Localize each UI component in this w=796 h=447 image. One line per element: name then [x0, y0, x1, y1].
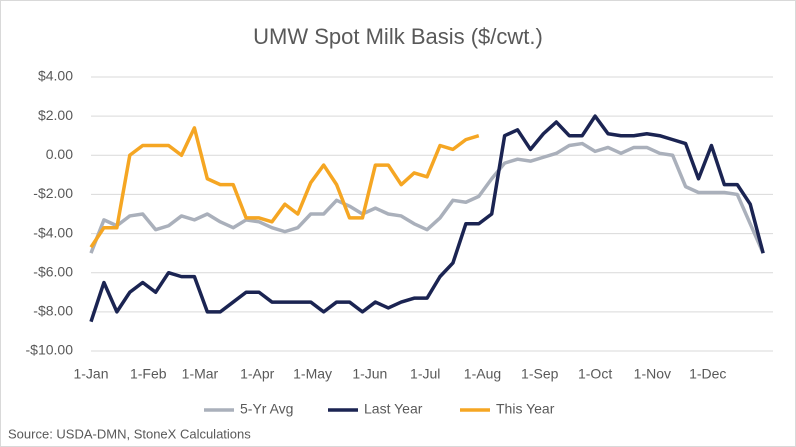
y-tick-label: -$4.00	[33, 224, 73, 240]
x-tick-label: 1-May	[293, 366, 332, 382]
x-tick-label: 1-Nov	[634, 366, 671, 382]
series-line	[89, 126, 480, 249]
y-tick-label: -$2.00	[33, 185, 73, 201]
y-tick-label: -$6.00	[33, 263, 73, 279]
y-tick-label: -$10.00	[26, 342, 74, 358]
source-note: Source: USDA-DMN, StoneX Calculations	[8, 426, 251, 441]
x-tick-label: 1-Feb	[130, 366, 167, 382]
legend-label: 5-Yr Avg	[240, 401, 293, 417]
x-tick-label: 1-Jun	[352, 366, 387, 382]
x-tick-label: 1-Aug	[464, 366, 501, 382]
x-tick-label: 1-Dec	[689, 366, 726, 382]
x-tick-label: 1-Oct	[578, 366, 612, 382]
x-tick-label: 1-Jul	[410, 366, 440, 382]
x-tick-label: 1-Mar	[182, 366, 219, 382]
x-tick-label: 1-Apr	[240, 366, 275, 382]
legend-label: This Year	[496, 401, 555, 417]
x-tick-label: 1-Jan	[73, 366, 108, 382]
y-tick-label: $2.00	[38, 107, 73, 123]
y-tick-label: 0.00	[46, 146, 73, 162]
series-line	[89, 141, 765, 254]
y-tick-label: $4.00	[38, 68, 73, 84]
chart-title: UMW Spot Milk Basis ($/cwt.)	[253, 24, 543, 49]
series-line	[89, 114, 765, 323]
y-tick-label: -$8.00	[33, 303, 73, 319]
legend-label: Last Year	[364, 401, 423, 417]
x-tick-label: 1-Sep	[521, 366, 559, 382]
